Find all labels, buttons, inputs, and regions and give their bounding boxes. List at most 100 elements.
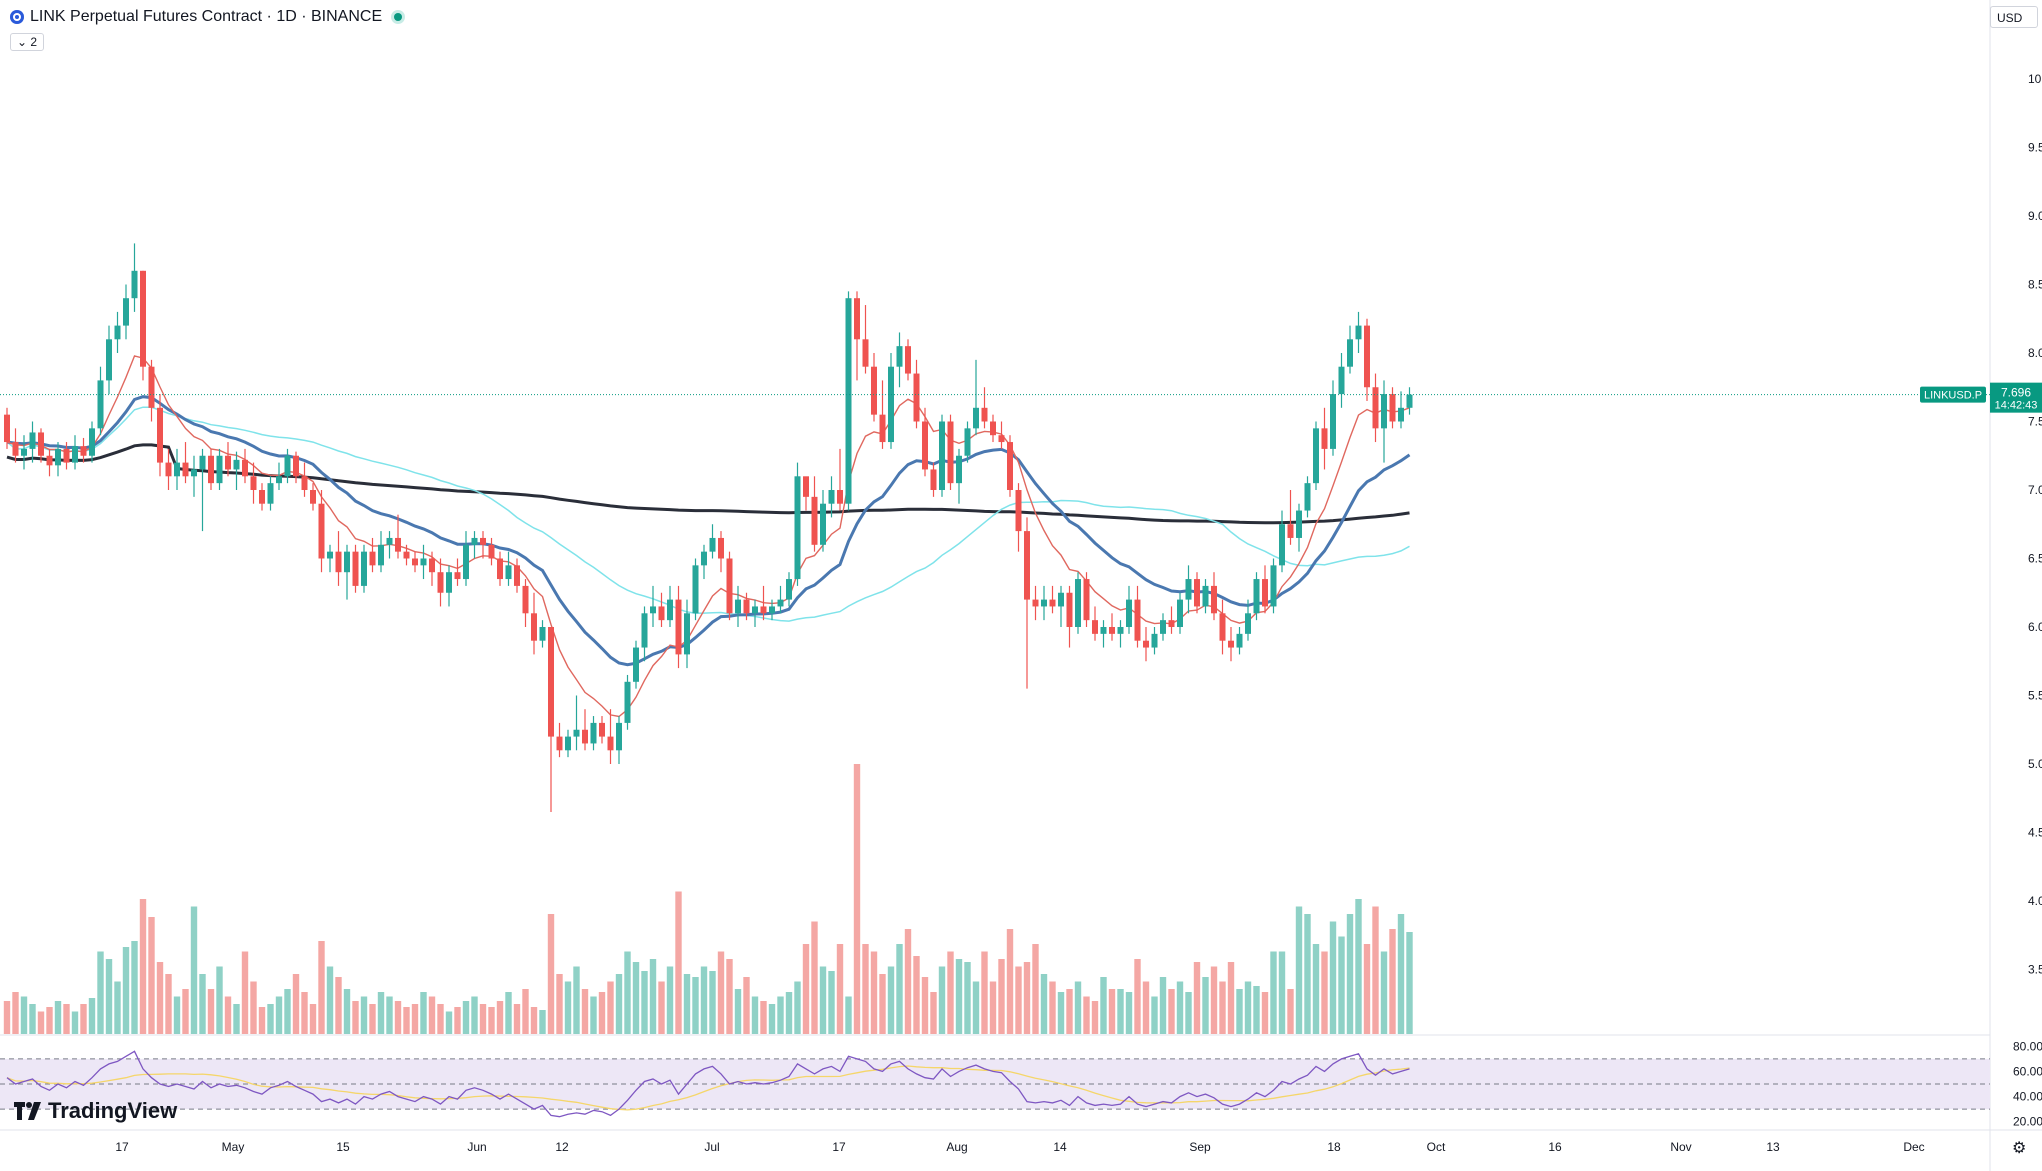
volume-bar [870, 951, 878, 1034]
volume-bar [1134, 959, 1141, 1034]
volume-bar [20, 996, 28, 1034]
candle [939, 414, 945, 497]
candle [692, 558, 699, 621]
volume-bar [1363, 944, 1371, 1034]
candle [684, 599, 690, 669]
volume-bar [811, 921, 818, 1034]
settings-gear-icon[interactable]: ⚙ [2012, 1140, 2027, 1157]
time-tick-label: 13 [1766, 1140, 1780, 1154]
candle-body [1219, 613, 1226, 641]
candle [21, 435, 27, 470]
indicators-collapse-button[interactable]: ⌄ 2 [10, 33, 45, 51]
candle [276, 462, 282, 490]
candle-body [548, 627, 554, 737]
volume-bar [1100, 977, 1107, 1034]
candle-body [412, 558, 418, 566]
candle [429, 551, 435, 586]
volume-bar [598, 992, 606, 1034]
volume-bar [173, 996, 181, 1034]
candle [573, 695, 580, 751]
volume-bar [981, 951, 988, 1034]
candle [403, 544, 410, 566]
candle [718, 531, 724, 573]
candle [38, 428, 44, 463]
tradingview-logo[interactable]: TradingView [14, 1098, 177, 1124]
candle [208, 448, 214, 490]
candle-body [157, 407, 163, 463]
candle [1041, 585, 1047, 621]
candle-body [1177, 599, 1183, 627]
candle-body [539, 627, 546, 641]
candle-body [1117, 627, 1124, 634]
volume-bar [972, 981, 980, 1034]
candle-body [641, 613, 648, 648]
candle [735, 585, 741, 627]
candle [225, 442, 231, 477]
candle [157, 394, 163, 477]
volume-bar [836, 944, 844, 1034]
rsi-tick-label: 80.00 [2013, 1039, 2042, 1053]
candle [1287, 490, 1294, 545]
candle-body [259, 490, 265, 504]
volume-bar [964, 962, 971, 1034]
candle [293, 451, 299, 484]
candle [123, 284, 129, 340]
candle [726, 551, 733, 621]
candle [947, 414, 954, 490]
candle [701, 544, 707, 580]
volume-bar [343, 989, 351, 1034]
candle-body [63, 448, 70, 463]
candle [743, 592, 750, 621]
volume-bar [488, 1007, 495, 1034]
volume-bar [1244, 981, 1252, 1034]
volume-bar [445, 1011, 453, 1034]
candle [301, 462, 308, 497]
candle-body [650, 606, 656, 614]
candle-body [480, 537, 486, 545]
candle [922, 407, 928, 477]
candle [1381, 380, 1387, 463]
volume-bar [896, 944, 903, 1034]
volume-bar [241, 951, 249, 1034]
market-status-icon[interactable] [394, 13, 403, 21]
volume-bar [1176, 981, 1184, 1034]
rsi-tick-label: 60.00 [2013, 1064, 2042, 1078]
volume-bar [505, 992, 512, 1034]
volume-bar [29, 1004, 36, 1034]
currency-selector[interactable]: USD [1990, 6, 2038, 28]
candle-body [998, 435, 1005, 443]
candle-body [845, 298, 852, 504]
candle-body [1398, 407, 1404, 422]
candle-body [140, 270, 146, 367]
volume-bar [131, 941, 138, 1034]
volume-bar [326, 966, 334, 1034]
candle [777, 585, 784, 614]
symbol-title[interactable]: LINK Perpetual Futures Contract · 1D · B… [30, 8, 383, 25]
candle [1219, 599, 1226, 655]
price-tick-label: 5.000 [2028, 757, 2042, 771]
candle-body [531, 613, 537, 641]
candle [539, 620, 546, 648]
volume-bar [539, 1010, 546, 1034]
candle [97, 366, 104, 436]
candle [624, 674, 631, 730]
candle [1160, 613, 1166, 641]
candle-body [1381, 394, 1387, 429]
candle-body [930, 469, 937, 490]
candle [522, 579, 529, 627]
candle [964, 421, 971, 463]
volume-bar [777, 996, 784, 1034]
volume-bar [709, 971, 716, 1034]
candle [250, 462, 257, 504]
candle [1279, 510, 1285, 573]
candle [174, 448, 180, 490]
candle-body [1185, 579, 1192, 600]
volume-bar [139, 899, 147, 1034]
volume-bar [224, 996, 232, 1034]
volume-bar [233, 1004, 240, 1034]
price-tick-label: 10.000 [2028, 72, 2042, 86]
volume-bar [794, 981, 801, 1034]
candle-body [446, 572, 452, 593]
candle [828, 476, 835, 518]
